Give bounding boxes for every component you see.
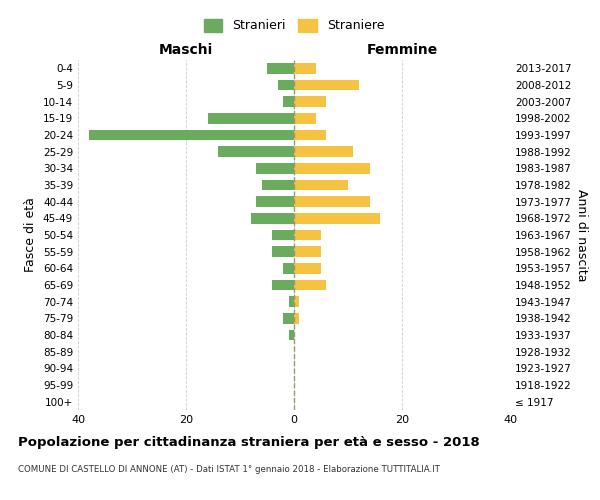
Legend: Stranieri, Straniere: Stranieri, Straniere (199, 14, 389, 38)
Bar (294, 246, 321, 257)
Text: Femmine: Femmine (367, 42, 437, 56)
Bar (294, 196, 370, 207)
Bar (283, 96, 294, 107)
Y-axis label: Anni di nascita: Anni di nascita (575, 188, 588, 281)
Bar (278, 80, 294, 90)
Bar (89, 130, 294, 140)
Bar (272, 246, 294, 257)
Bar (256, 196, 294, 207)
Bar (262, 180, 294, 190)
Bar (294, 63, 316, 74)
Bar (283, 313, 294, 324)
Bar (208, 113, 294, 124)
Bar (294, 113, 316, 124)
Bar (294, 296, 299, 307)
Bar (294, 96, 326, 107)
Bar (294, 180, 348, 190)
Bar (289, 330, 294, 340)
Text: Maschi: Maschi (159, 42, 213, 56)
Bar (294, 213, 380, 224)
Bar (256, 163, 294, 174)
Bar (294, 230, 321, 240)
Bar (272, 280, 294, 290)
Bar (294, 280, 326, 290)
Bar (218, 146, 294, 157)
Bar (294, 146, 353, 157)
Bar (289, 296, 294, 307)
Bar (294, 313, 299, 324)
Bar (283, 263, 294, 274)
Bar (294, 263, 321, 274)
Bar (251, 213, 294, 224)
Bar (294, 130, 326, 140)
Text: COMUNE DI CASTELLO DI ANNONE (AT) - Dati ISTAT 1° gennaio 2018 - Elaborazione TU: COMUNE DI CASTELLO DI ANNONE (AT) - Dati… (18, 466, 440, 474)
Bar (267, 63, 294, 74)
Bar (294, 163, 370, 174)
Y-axis label: Fasce di età: Fasce di età (25, 198, 37, 272)
Text: Popolazione per cittadinanza straniera per età e sesso - 2018: Popolazione per cittadinanza straniera p… (18, 436, 480, 449)
Bar (294, 80, 359, 90)
Bar (272, 230, 294, 240)
